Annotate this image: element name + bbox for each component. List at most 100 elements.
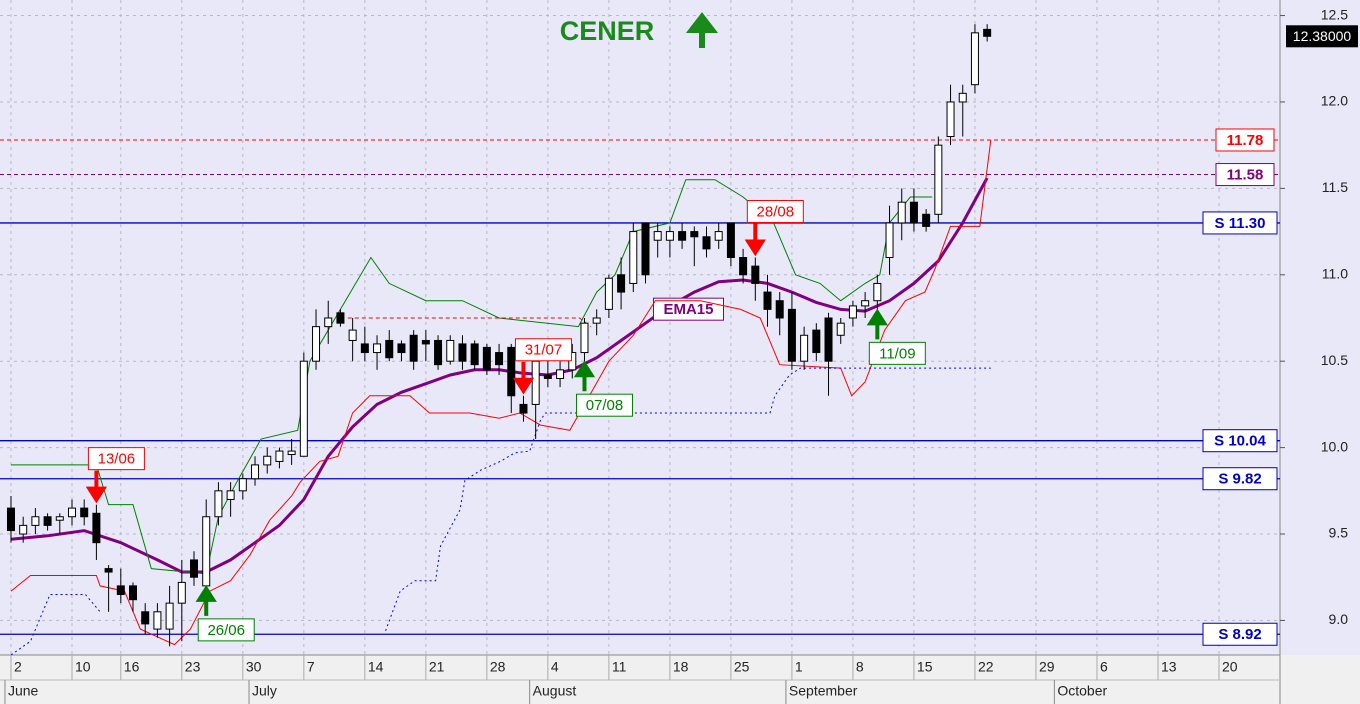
- x-tick-label: 18: [673, 659, 689, 675]
- candle-body: [629, 231, 638, 284]
- x-tick-label: 21: [429, 659, 445, 675]
- signal-arrow: [866, 308, 888, 340]
- x-tick-label: 29: [1039, 659, 1055, 675]
- support-label: S 8.92: [1218, 626, 1261, 643]
- candle-body: [958, 92, 967, 103]
- candle-body: [336, 312, 345, 324]
- candle-body: [153, 611, 162, 630]
- candle-body: [421, 339, 430, 345]
- candle-body: [543, 374, 552, 379]
- x-tick-label: 11: [612, 659, 627, 675]
- candle-body: [238, 478, 247, 492]
- corner: [1280, 655, 1360, 704]
- candle-body: [177, 581, 186, 604]
- x-tick-label: 15: [917, 659, 933, 675]
- indicator-line: [11, 179, 933, 575]
- candle-body: [214, 490, 223, 518]
- y-tick-label: 12.0: [1321, 93, 1348, 109]
- candle-body: [80, 507, 89, 518]
- signal-label: 28/08: [757, 203, 795, 220]
- candle-body: [665, 231, 674, 241]
- candle-body: [190, 559, 199, 578]
- signal-label-box: [746, 200, 804, 224]
- y-tick-label: 11.5: [1322, 179, 1348, 195]
- signal-arrow: [85, 470, 108, 504]
- candle-body: [775, 300, 784, 319]
- x-tick-label: 8: [856, 659, 864, 675]
- candle-body: [690, 231, 699, 238]
- candle-body: [251, 464, 260, 480]
- signal-arrow: [744, 223, 766, 257]
- candle-body: [495, 352, 504, 366]
- signal-label: 31/07: [525, 342, 563, 359]
- x-tick-label: 2: [14, 659, 22, 675]
- signal-arrow: [195, 585, 217, 616]
- candle-body: [922, 213, 931, 227]
- support-label-box: [1202, 429, 1278, 453]
- x-tick-label: 30: [246, 659, 262, 675]
- candle-body: [641, 222, 650, 276]
- candle-body: [373, 343, 382, 354]
- candle-body: [299, 360, 308, 457]
- title-arrow: [685, 12, 719, 48]
- candle-body: [592, 317, 601, 324]
- support-label-box: [1202, 467, 1278, 491]
- level-label: 11.78: [1227, 132, 1264, 149]
- candle-body: [812, 329, 821, 354]
- candle-body: [751, 265, 760, 284]
- grid: [0, 0, 1280, 655]
- candle-body: [19, 524, 28, 535]
- signal-arrow: [573, 360, 596, 392]
- month-label: October: [1057, 683, 1107, 699]
- support-label-box: [1202, 622, 1278, 646]
- candle-body: [885, 222, 894, 259]
- candle-body: [763, 291, 772, 310]
- y-tick-label: 10.0: [1321, 438, 1348, 454]
- candle-body: [604, 277, 613, 310]
- month-label: September: [789, 683, 858, 699]
- candle-body: [55, 516, 64, 521]
- candle-body: [702, 236, 711, 250]
- x-tick-label: 1: [795, 659, 803, 675]
- candle-body: [653, 231, 662, 241]
- candle-body: [970, 32, 979, 86]
- candle-body: [470, 343, 479, 366]
- candle-body: [385, 339, 394, 359]
- candle-body: [519, 403, 528, 414]
- support-label-box: [1202, 211, 1278, 235]
- candle-body: [312, 326, 321, 362]
- candle-body: [287, 450, 296, 456]
- candle-body: [409, 334, 418, 362]
- signal-label-box: [868, 341, 926, 365]
- candle-body: [836, 322, 845, 336]
- signal-label-box: [575, 393, 633, 417]
- candle-body: [848, 305, 857, 319]
- candle-body: [739, 257, 748, 276]
- signal-label: 26/06: [207, 622, 245, 639]
- y-tick-label: 10.5: [1321, 352, 1348, 368]
- candle-body: [446, 339, 455, 362]
- candle-body: [360, 343, 369, 354]
- candle-body: [43, 516, 52, 526]
- candle-body: [348, 329, 357, 341]
- candle-body: [580, 322, 589, 354]
- candle-body: [482, 346, 491, 371]
- candle-body: [909, 201, 918, 224]
- level-label: 11.58: [1227, 167, 1264, 184]
- candle-body: [92, 512, 101, 544]
- candle-body: [934, 144, 943, 215]
- y-tick-label: 12.5: [1321, 6, 1348, 22]
- candle-body: [678, 231, 687, 241]
- x-tick-label: 28: [490, 659, 506, 675]
- candle-body: [67, 507, 76, 518]
- support-label: S 10.04: [1214, 433, 1266, 450]
- candle-body: [714, 231, 723, 241]
- x-tick-label: 4: [551, 659, 559, 675]
- x-tick-label: 14: [368, 659, 384, 675]
- last-price-box: [1286, 25, 1358, 48]
- y-tick-label: 9.0: [1329, 611, 1349, 627]
- chart-title: CENER: [560, 16, 655, 46]
- candle-body: [129, 585, 138, 601]
